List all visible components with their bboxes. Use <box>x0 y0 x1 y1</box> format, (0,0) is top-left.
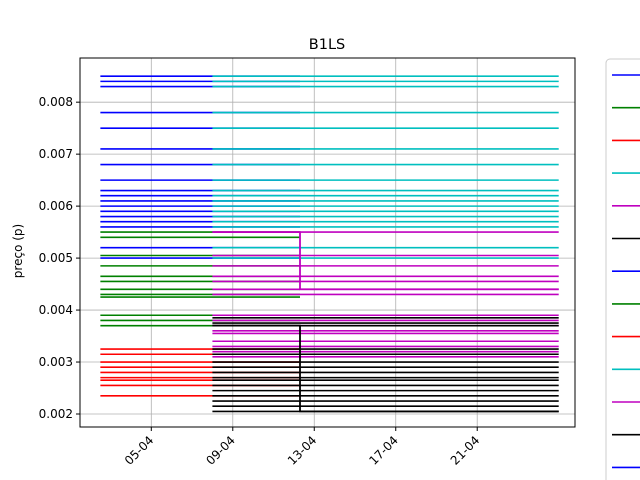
step-line <box>212 231 559 291</box>
legend-box <box>605 58 640 480</box>
x-axis-ticks: 05-04 09-04 13-04 17-04 21-04 <box>122 427 482 468</box>
x-tick-label: 09-04 <box>203 433 238 468</box>
y-axis-label: preço (p) <box>11 224 25 278</box>
y-tick-label: 0.002 <box>39 407 73 421</box>
step-lines <box>212 231 559 413</box>
series <box>212 231 559 358</box>
y-tick-label: 0.006 <box>39 199 73 213</box>
y-axis-ticks: 0.002 0.003 0.004 0.005 0.006 0.007 0.008 <box>39 95 80 421</box>
series <box>212 317 559 413</box>
x-tick-label: 13-04 <box>285 433 320 468</box>
series <box>100 75 300 259</box>
plot-frame <box>79 57 576 428</box>
y-tick-label: 0.008 <box>39 95 73 109</box>
y-tick-label: 0.004 <box>39 303 73 317</box>
series <box>212 75 559 259</box>
x-tick-label: 17-04 <box>366 433 401 468</box>
y-tick-label: 0.003 <box>39 355 73 369</box>
chart-title: B1LS <box>309 37 345 53</box>
x-tick-label: 05-04 <box>122 433 157 468</box>
price-level-lines <box>100 75 559 413</box>
y-tick-label: 0.005 <box>39 251 73 265</box>
x-tick-label: 21-04 <box>448 433 483 468</box>
y-tick-label: 0.007 <box>39 147 73 161</box>
series <box>100 231 300 327</box>
legend <box>605 58 640 480</box>
step-line <box>212 324 559 413</box>
